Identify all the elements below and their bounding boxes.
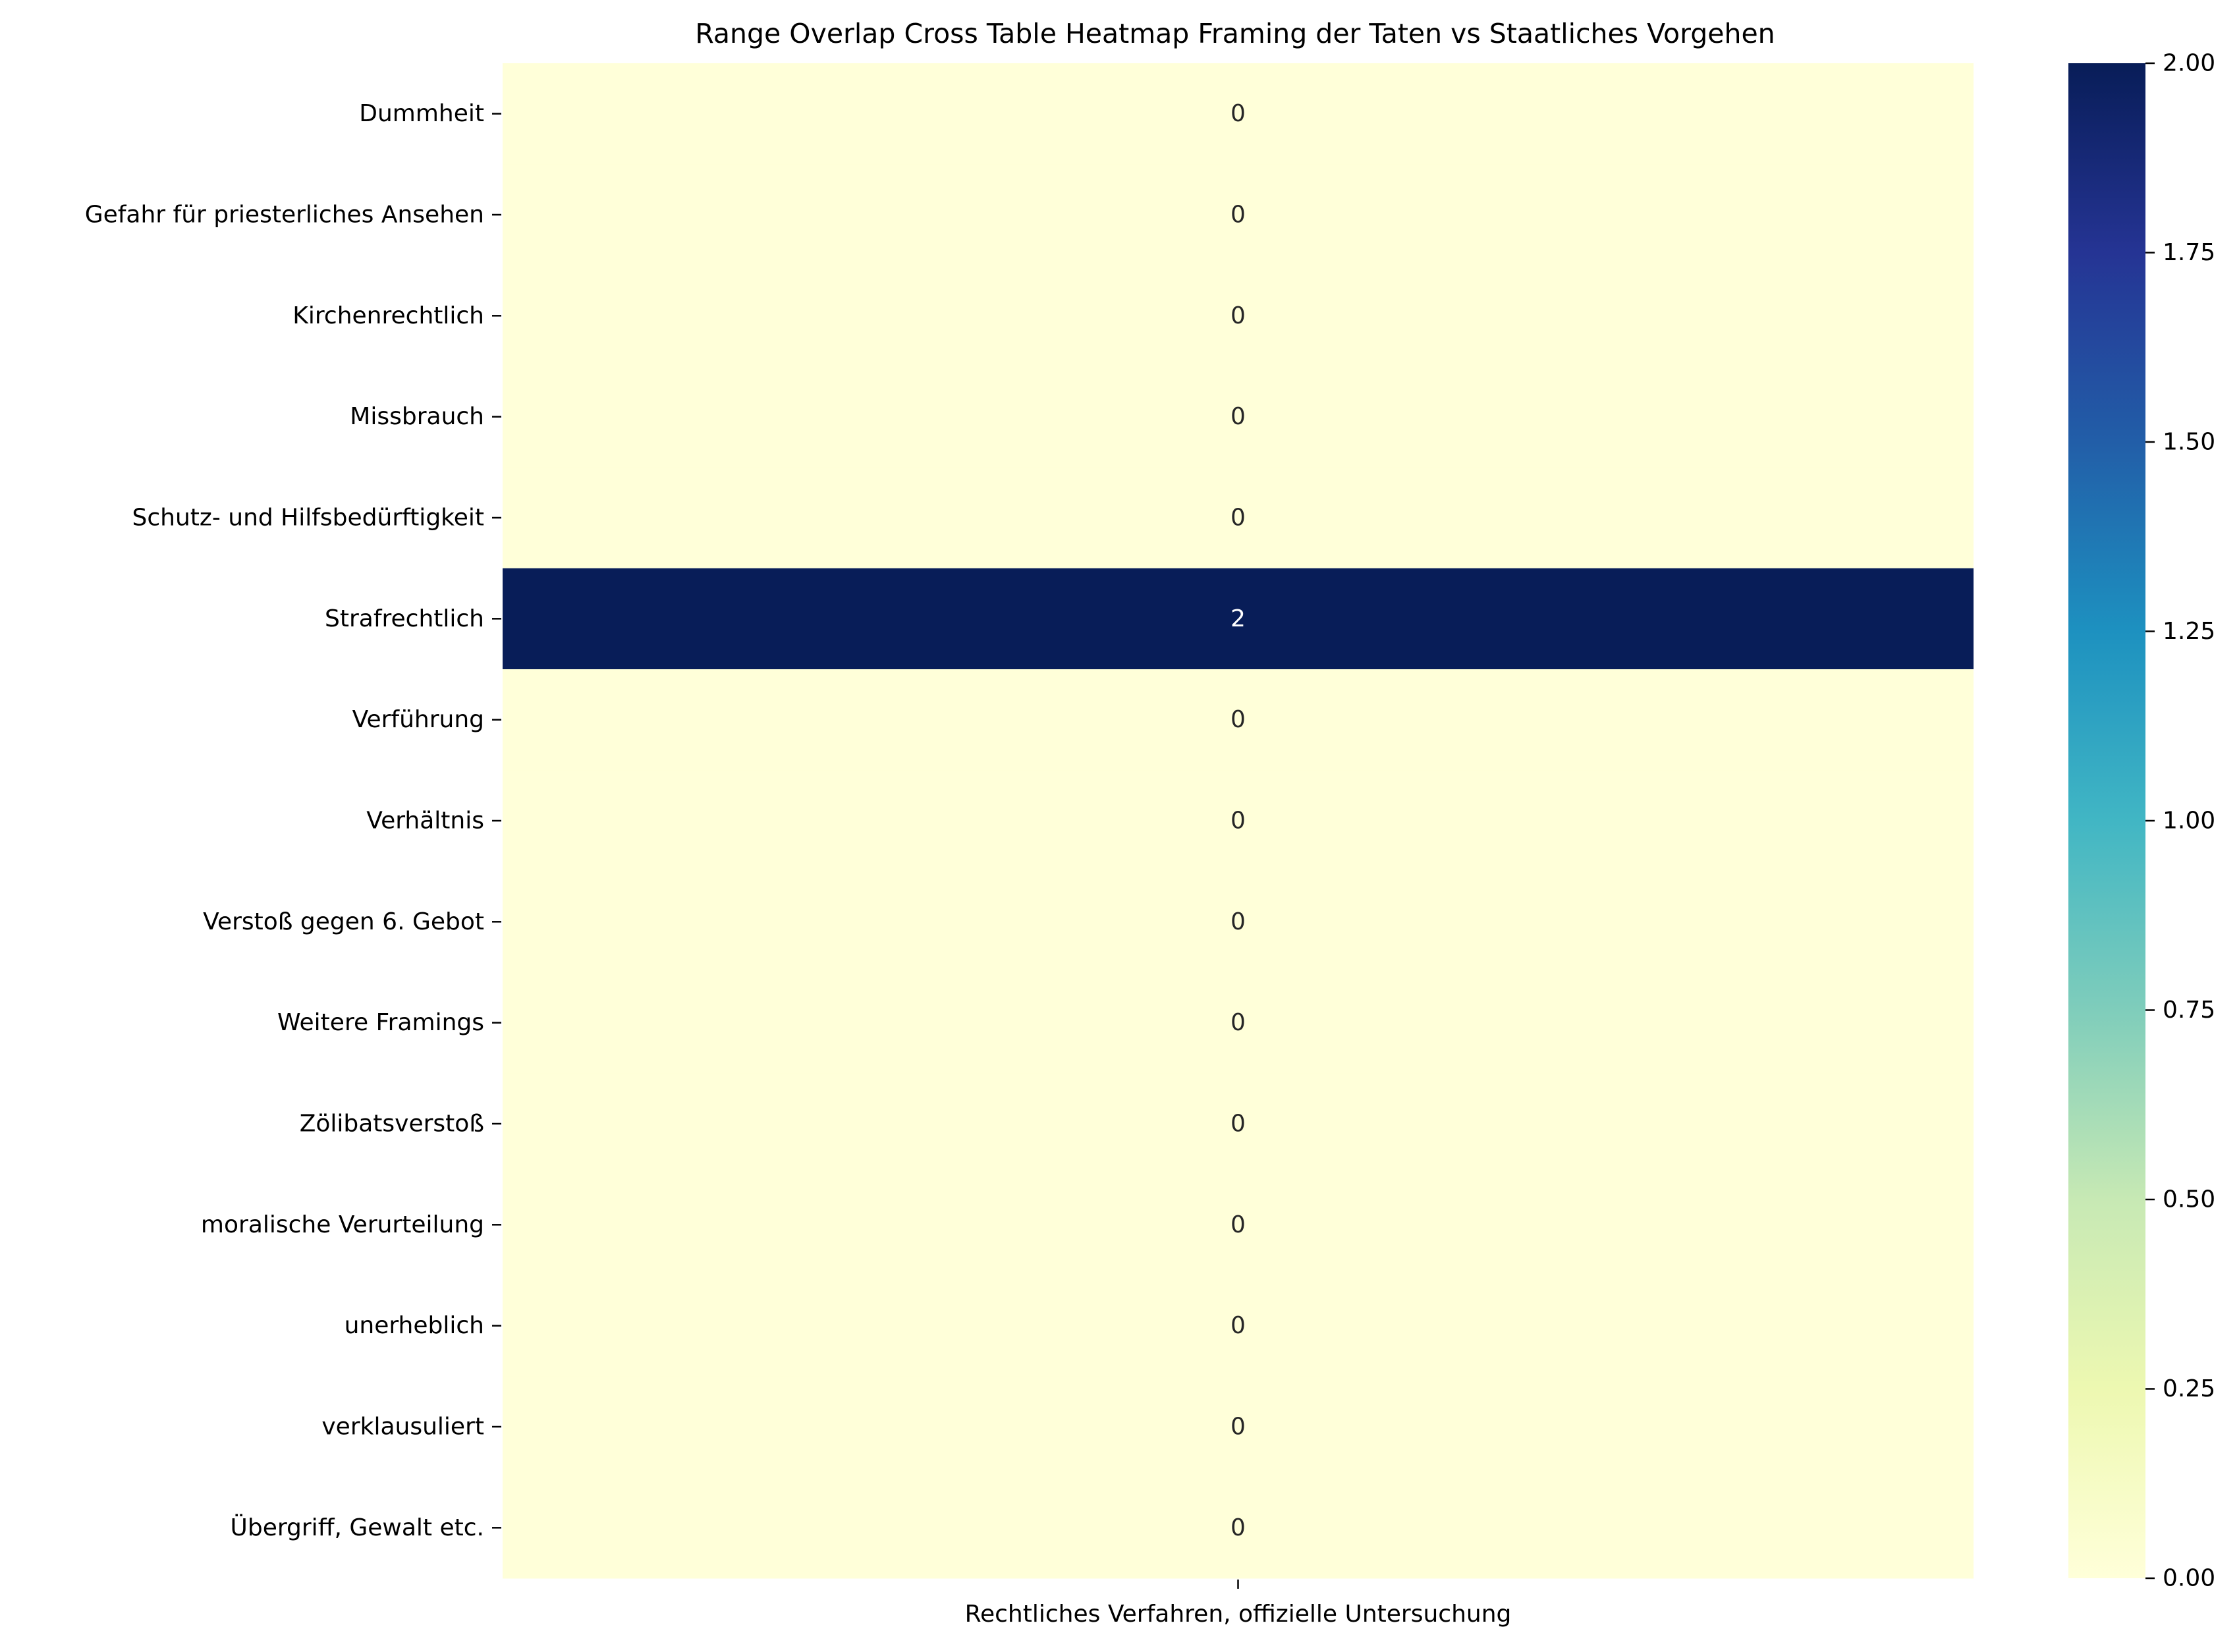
cell-value-label: 0 [1230,1009,1246,1036]
cell-value-label: 0 [1230,1312,1246,1339]
heatmap-cell [503,366,1974,468]
row-tick-label: moralische Verurteilung [201,1211,484,1238]
cell-value-label: 0 [1230,403,1246,430]
column-tick-labels: Rechtliches Verfahren, offizielle Unters… [965,1580,1512,1628]
cell-value-label: 0 [1230,1211,1246,1238]
colorbar-tick-label: 1.25 [2163,618,2215,645]
row-tick-label: Missbrauch [350,403,484,430]
row-tick-label: Verhältnis [366,808,484,835]
colorbar: 0.00 0.25 0.50 0.75 1.00 1.25 1.50 1.75 2.00 [2068,50,2215,1592]
cell-value-label: 2 [1230,605,1246,632]
row-tick-label: Zölibatsverstoß [300,1111,484,1138]
heatmap-cell [503,1174,1974,1276]
cell-value-label: 0 [1230,706,1246,733]
cell-value-label: 0 [1230,505,1246,532]
cell-value-label: 0 [1230,1111,1246,1138]
colorbar-tick-label: 2.00 [2163,50,2215,77]
cell-value-label: 0 [1230,100,1246,127]
heatmap-cell [503,669,1974,771]
heatmap-cell [503,467,1974,569]
row-tick-label: Dummheit [359,100,484,127]
cell-value-label: 0 [1230,808,1246,835]
chart-title: Range Overlap Cross Table Heatmap Framin… [695,18,1775,49]
cell-value-label: 0 [1230,202,1246,229]
row-tick-label: Kirchenrechtlich [292,302,484,329]
heatmap-cell [503,63,1974,165]
row-tick-label: Weitere Framings [277,1009,484,1036]
heatmap-cell [503,871,1974,973]
heatmap-cell [503,770,1974,872]
heatmap-cells: 0 0 0 0 0 2 0 0 0 0 0 0 0 0 0 [503,63,1974,1579]
cell-value-label: 0 [1230,302,1246,329]
colorbar-tick-label: 1.50 [2163,429,2215,456]
colorbar-tick-label: 1.00 [2163,808,2215,835]
colorbar-tick-label: 0.50 [2163,1186,2215,1213]
cell-value-label: 0 [1230,1414,1246,1441]
row-tick-labels: Dummheit Gefahr für priesterliches Ansehe… [85,100,501,1541]
row-tick-label: Gefahr für priesterliches Ansehen [85,202,484,229]
cell-value-label: 0 [1230,908,1246,935]
row-tick-label: Verführung [352,706,484,733]
colorbar-tick-label: 0.00 [2163,1565,2215,1592]
row-tick-label: verklausuliert [321,1414,484,1441]
column-tick-label: Rechtliches Verfahren, offizielle Unters… [965,1601,1512,1628]
colorbar-tick-label: 0.75 [2163,997,2215,1024]
row-tick-label: Schutz- und Hilfsbedürftigkeit [132,505,484,532]
heatmap-cell [503,265,1974,367]
colorbar-gradient [2068,63,2145,1578]
row-tick-label: Strafrechtlich [325,605,484,632]
heatmap-cell [503,1376,1974,1478]
heatmap-cell [503,1275,1974,1377]
colorbar-tick-label: 0.25 [2163,1375,2215,1402]
cell-value-label: 0 [1230,1514,1246,1541]
heatmap-cell [503,972,1974,1074]
colorbar-tick-label: 1.75 [2163,239,2215,266]
row-tick-label: Übergriff, Gewalt etc. [231,1514,484,1541]
row-tick-label: unerheblich [345,1312,484,1339]
heatmap-cell [503,164,1974,266]
heatmap-cell [503,1477,1974,1579]
heatmap-cell [503,568,1974,670]
colorbar-ticks: 0.00 0.25 0.50 0.75 1.00 1.25 1.50 1.75 2.00 [2145,50,2215,1592]
row-tick-label: Verstoß gegen 6. Gebot [203,908,484,935]
heatmap-cell [503,1073,1974,1175]
